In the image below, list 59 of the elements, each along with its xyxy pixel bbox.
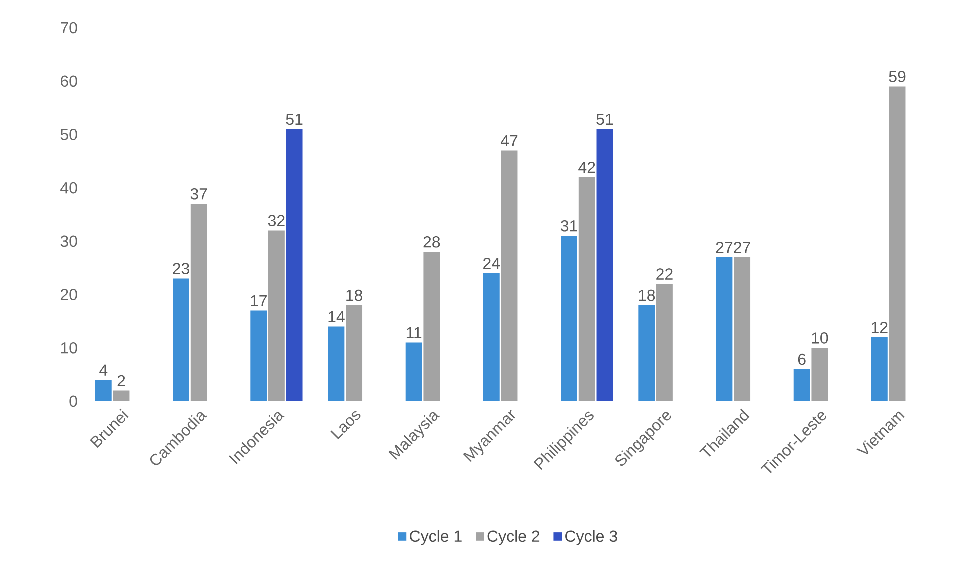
data-label: 27 [716, 242, 733, 254]
data-label: 24 [484, 258, 500, 270]
y-tick-label: 60 [61, 76, 78, 87]
legend-label: Cycle 3 [566, 530, 618, 546]
data-label: 12 [872, 322, 888, 334]
data-label: 31 [560, 220, 578, 232]
bar [578, 177, 596, 402]
bar [286, 129, 303, 402]
bar [716, 257, 733, 402]
data-label: 18 [346, 290, 363, 302]
data-label: 59 [889, 71, 906, 82]
data-label: 17 [251, 295, 267, 306]
bar [656, 284, 673, 402]
y-tick-label: 50 [60, 128, 78, 140]
y-tick-label: 40 [60, 182, 78, 194]
bar [638, 305, 656, 402]
bar [501, 150, 518, 402]
data-label: 10 [812, 332, 828, 344]
y-tick-label: 0 [70, 396, 78, 408]
legend-label: Cycle 2 [488, 530, 540, 546]
y-tick-label: 30 [60, 236, 78, 247]
y-tick-label: 10 [61, 342, 78, 354]
y-tick-label: 70 [61, 22, 78, 34]
y-tick-label: 20 [60, 289, 78, 300]
data-label: 14 [328, 311, 345, 322]
bar [268, 230, 285, 402]
bar [95, 380, 112, 402]
data-label: 22 [656, 268, 673, 280]
bar [561, 236, 578, 402]
data-label: 6 [798, 354, 806, 366]
bar [250, 310, 268, 402]
bar [596, 129, 614, 402]
bar [328, 326, 345, 402]
data-label: 37 [190, 188, 208, 200]
data-label: 47 [500, 135, 518, 146]
bar [190, 204, 208, 402]
data-label: 2 [118, 375, 126, 386]
data-label: 51 [286, 114, 303, 126]
data-label: 27 [734, 242, 750, 254]
bar [889, 86, 906, 402]
bar [794, 369, 810, 402]
bar [734, 257, 751, 402]
data-label: 11 [406, 327, 422, 338]
data-label: 51 [596, 114, 614, 126]
bar [424, 252, 440, 402]
bar [871, 337, 888, 402]
legend-label: Cycle 1 [410, 530, 462, 546]
data-label: 32 [268, 215, 285, 226]
bar [406, 342, 422, 402]
data-label: 23 [173, 263, 190, 274]
bar [113, 390, 130, 402]
data-label: 4 [100, 364, 108, 376]
bar [346, 305, 363, 402]
data-label: 42 [578, 162, 596, 174]
bar [812, 348, 828, 402]
data-label: 28 [424, 236, 440, 248]
data-label: 18 [639, 290, 656, 302]
bar [173, 278, 190, 402]
bar [483, 273, 500, 402]
